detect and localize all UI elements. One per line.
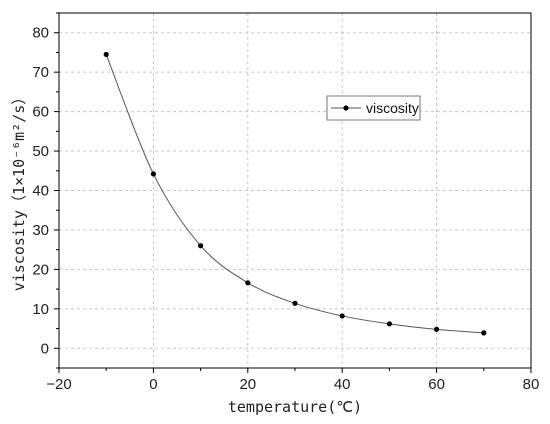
y-tick-label: 40 xyxy=(32,183,49,200)
legend: viscosity xyxy=(326,95,421,121)
y-tick-label: 80 xyxy=(32,25,49,42)
y-tick-label: 20 xyxy=(32,261,49,278)
legend-marker-sample xyxy=(343,105,349,111)
x-tick-label: 40 xyxy=(334,376,351,393)
grid-lines xyxy=(59,13,531,368)
y-tick-label: 70 xyxy=(32,64,49,81)
data-point xyxy=(198,243,204,249)
y-tick-label: 30 xyxy=(32,222,49,239)
y-tick-label: 0 xyxy=(41,340,49,357)
x-tick-label: 80 xyxy=(523,376,540,393)
y-axis-title: viscosity（1×10⁻⁶m²/s） xyxy=(10,90,28,292)
data-point xyxy=(292,300,298,306)
data-point xyxy=(103,51,109,58)
x-tick-label: −20 xyxy=(46,376,71,393)
data-point xyxy=(245,280,251,286)
y-tick-label: 10 xyxy=(32,301,49,318)
series-line-viscosity xyxy=(105,54,484,334)
axis-ticks: −20 0 20 40 60 80 0 10 20 30 40 50 60 70 80 xyxy=(32,12,540,393)
x-tick-label: 20 xyxy=(239,376,256,393)
data-point xyxy=(150,171,156,177)
x-tick-label: 0 xyxy=(149,376,157,393)
data-point xyxy=(339,313,345,319)
y-tick-label: 60 xyxy=(32,104,49,121)
data-points xyxy=(103,51,487,336)
x-axis-title: temperature(℃) xyxy=(228,398,362,416)
data-point xyxy=(481,330,487,336)
series-curves xyxy=(105,54,484,334)
legend-label: viscosity xyxy=(366,100,419,116)
y-tick-label: 50 xyxy=(32,143,49,160)
data-point xyxy=(386,321,392,327)
x-tick-label: 60 xyxy=(428,376,445,393)
data-point xyxy=(434,326,440,332)
